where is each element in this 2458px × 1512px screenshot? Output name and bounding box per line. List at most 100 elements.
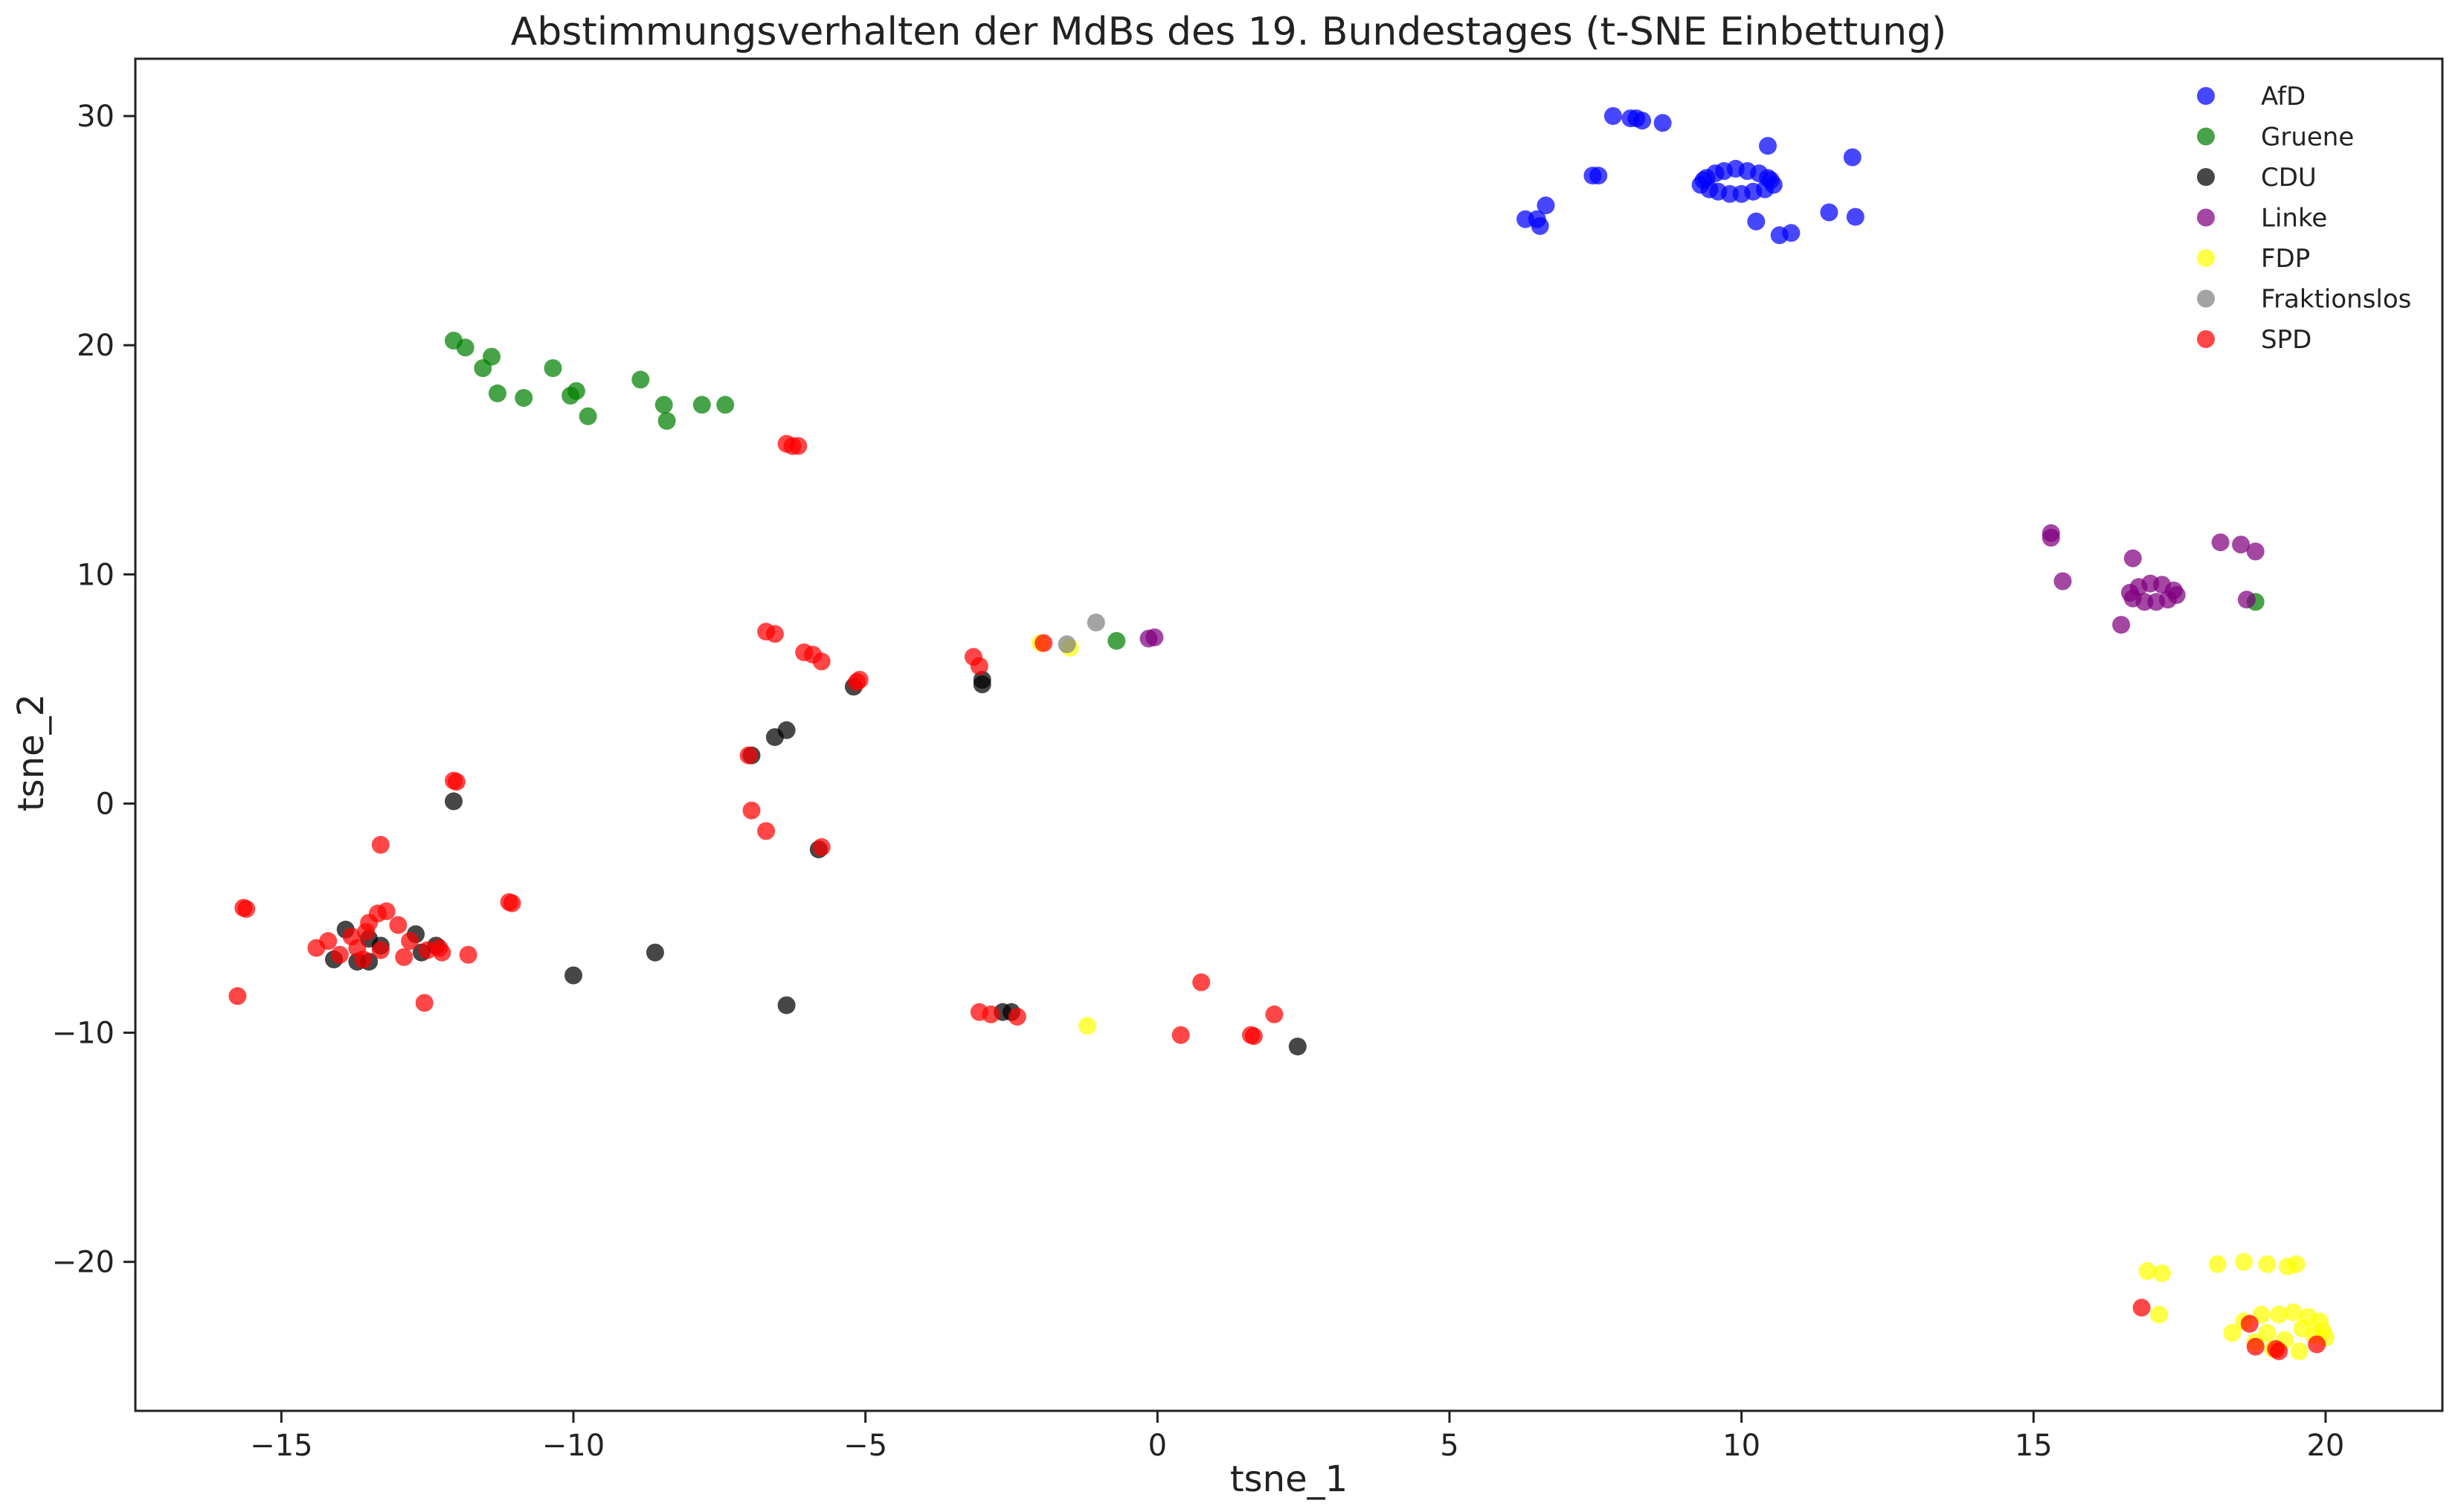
data-point <box>2053 572 2072 591</box>
data-point <box>2287 1255 2306 1273</box>
legend-label: Gruene <box>2261 123 2354 152</box>
data-point <box>1008 1008 1026 1026</box>
data-point <box>1171 1026 1190 1044</box>
data-point <box>1087 614 1105 631</box>
y-tick-label: 30 <box>77 100 115 134</box>
y-axis-label: tsne_2 <box>10 694 52 811</box>
data-point <box>1846 208 1865 226</box>
data-point <box>742 801 761 820</box>
data-point <box>2246 542 2265 561</box>
data-point <box>433 943 451 962</box>
y-tick-label: −10 <box>52 1017 115 1051</box>
series-linke <box>1139 524 2265 648</box>
data-point <box>503 894 521 913</box>
data-point <box>1782 224 1801 242</box>
data-point <box>415 994 434 1012</box>
data-point <box>2258 1255 2277 1273</box>
legend-item-afd: AfD <box>2197 82 2306 112</box>
x-tick-label: −5 <box>843 1429 887 1463</box>
x-tick-label: 20 <box>2306 1429 2344 1463</box>
data-point <box>474 359 492 377</box>
x-axis: −15 −10 −5 0 5 10 15 20 <box>250 1411 2344 1463</box>
legend-label: FDP <box>2261 244 2310 274</box>
data-point <box>757 822 776 840</box>
data-point <box>657 411 676 430</box>
x-axis-label: tsne_1 <box>1230 1458 1348 1500</box>
data-point <box>2150 1305 2169 1324</box>
legend-marker <box>2197 330 2215 348</box>
data-point <box>579 407 597 425</box>
legend-label: CDU <box>2261 163 2317 193</box>
y-tick-label: −20 <box>52 1246 115 1280</box>
data-point <box>456 338 474 357</box>
data-point <box>1843 148 1862 167</box>
data-point <box>567 382 585 400</box>
data-point <box>812 652 831 671</box>
legend-item-fdp: FDP <box>2197 244 2310 274</box>
x-tick-label: 0 <box>1148 1429 1167 1463</box>
data-point <box>2042 529 2060 547</box>
data-point <box>2123 549 2142 567</box>
legend-item-fraktionslos: Fraktionslos <box>2197 285 2411 315</box>
data-point <box>2153 1264 2171 1283</box>
data-point <box>2258 1324 2277 1342</box>
data-point <box>1759 169 1777 187</box>
legend-label: SPD <box>2261 325 2311 355</box>
data-point <box>2240 1314 2259 1333</box>
data-point <box>447 773 466 791</box>
data-point <box>970 657 988 675</box>
data-point <box>319 932 338 950</box>
legend-label: Fraktionslos <box>2261 285 2411 315</box>
data-point <box>1288 1038 1307 1056</box>
data-point <box>1747 212 1766 231</box>
data-point <box>1078 1017 1097 1035</box>
data-point <box>234 898 253 917</box>
data-point <box>850 671 869 689</box>
legend-marker <box>2197 168 2215 186</box>
data-point <box>459 945 477 964</box>
data-point <box>2246 1337 2265 1356</box>
data-point <box>228 987 247 1006</box>
legend-marker <box>2197 127 2215 146</box>
data-point <box>445 792 463 811</box>
chart-title: Abstimmungsverhalten der MdBs des 19. Bu… <box>511 10 1947 54</box>
plot-area <box>134 57 2444 1412</box>
y-tick-label: 20 <box>77 329 115 363</box>
data-point <box>348 939 367 957</box>
data-point <box>1653 114 1672 132</box>
data-point <box>401 932 419 950</box>
data-point <box>2138 1262 2157 1280</box>
data-point <box>2270 1342 2288 1360</box>
data-point <box>371 941 390 959</box>
data-point <box>564 966 582 985</box>
data-point <box>2223 1324 2242 1342</box>
data-point <box>2308 1335 2326 1354</box>
series-fraktionslos <box>1058 614 1105 654</box>
data-point <box>395 948 414 966</box>
data-point <box>716 396 735 414</box>
data-point <box>789 437 808 455</box>
data-point <box>654 396 673 414</box>
data-point <box>2232 535 2251 554</box>
legend-marker <box>2197 249 2215 267</box>
data-point <box>2132 1299 2151 1317</box>
data-point <box>777 996 796 1014</box>
x-tick-label: −10 <box>542 1429 605 1463</box>
legend-item-spd: SPD <box>2197 325 2311 355</box>
data-point <box>2211 533 2230 552</box>
x-tick-label: 5 <box>1440 1429 1458 1463</box>
legend-item-gruene: Gruene <box>2197 123 2354 152</box>
data-point <box>739 746 758 765</box>
series-spd <box>228 434 2326 1360</box>
data-point <box>330 945 349 964</box>
data-point <box>488 384 506 402</box>
data-point <box>1759 137 1777 155</box>
data-point <box>1035 634 1053 652</box>
series-afd <box>1516 107 1865 245</box>
data-point <box>2284 1303 2303 1322</box>
data-point <box>1537 196 1555 215</box>
data-point <box>2237 591 2256 609</box>
data-point <box>692 396 711 414</box>
x-tick-label: 15 <box>2015 1429 2053 1463</box>
